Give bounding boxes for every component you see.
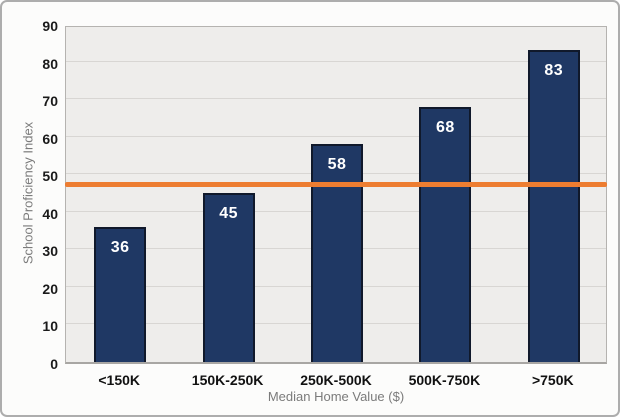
y-tick-label: 40 xyxy=(42,205,58,222)
x-axis-title: Median Home Value ($) xyxy=(267,389,405,404)
y-tick-label: 90 xyxy=(42,18,58,34)
y-tick-label: 10 xyxy=(42,318,58,335)
x-category-label: 500K-750K xyxy=(408,372,481,388)
bar-data-label: 36 xyxy=(110,238,130,256)
bar-data-label: 83 xyxy=(544,62,564,80)
y-tick-label: 20 xyxy=(42,280,58,297)
bar-data-label: 68 xyxy=(435,118,455,136)
x-category-label: >750K xyxy=(531,372,574,388)
x-category-label: 250K-500K xyxy=(300,372,372,388)
reference-line xyxy=(65,182,607,188)
plot-area: 36 45 58 68 83 xyxy=(65,26,607,364)
bar-<150K: 36 xyxy=(94,226,147,362)
y-tick-label: 0 xyxy=(50,356,58,372)
gridline xyxy=(66,60,606,62)
x-category-label: 150K-250K xyxy=(191,372,264,388)
gridline xyxy=(66,135,606,137)
bar-150K-250K: 45 xyxy=(202,193,255,362)
gridline xyxy=(66,98,606,100)
y-tick-label: 60 xyxy=(42,130,58,147)
bar-500K-750K: 68 xyxy=(419,106,472,362)
bar-250K-500K: 58 xyxy=(311,144,363,362)
y-tick-label: 70 xyxy=(42,93,58,110)
bar-data-label: 45 xyxy=(219,205,238,222)
bar->750K: 83 xyxy=(527,50,580,362)
x-category-label: <150K xyxy=(98,372,141,388)
bar-data-label: 58 xyxy=(327,156,347,174)
y-tick-label: 50 xyxy=(42,168,58,185)
y-tick-label: 30 xyxy=(42,243,58,260)
y-tick-label: 80 xyxy=(42,55,58,72)
